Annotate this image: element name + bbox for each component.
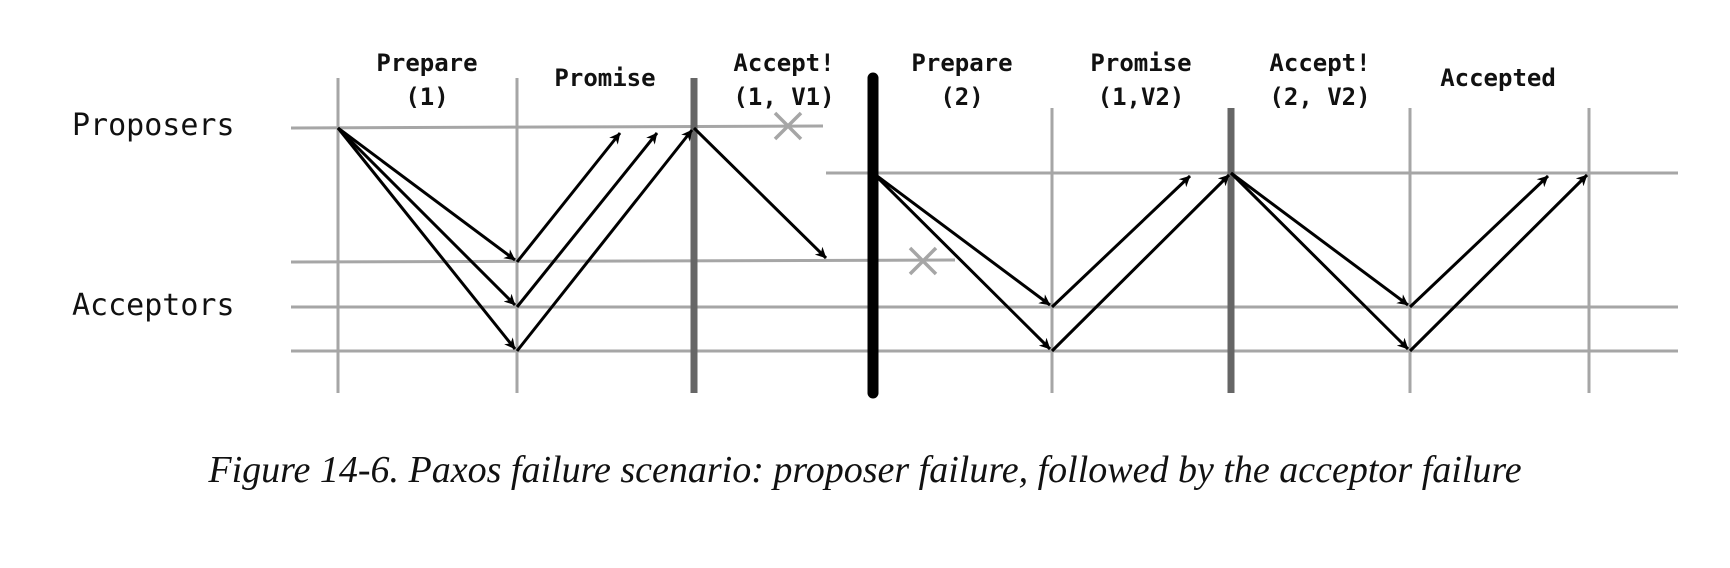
acceptor-failure-x-icon <box>908 246 938 276</box>
prepare-arrow <box>336 127 517 350</box>
accepted-arrow <box>1408 174 1550 309</box>
phase-label-prepare-2: Prepare <box>911 49 1012 77</box>
proposer-1-line <box>290 124 824 130</box>
phase-label-prepare-2-round: (2) <box>940 83 983 111</box>
prepare-arrow <box>871 171 1052 351</box>
proposers-label: Proposers <box>72 108 235 143</box>
phase-label-accept-2: Accept! <box>1269 49 1370 77</box>
phase-label-promise-1: Promise <box>554 64 655 92</box>
phase-label-accept-1-value: (1, V1) <box>733 83 834 111</box>
phase-label-accept-2-value: (2, V2) <box>1269 83 1370 111</box>
accept-arrow <box>1230 171 1409 307</box>
promise-arrow <box>1050 173 1231 353</box>
phase-label-promise-2-value: (1,V2) <box>1098 83 1185 111</box>
message-arrows <box>336 126 1589 353</box>
phase-label-promise-2: Promise <box>1090 49 1191 77</box>
time-lines <box>336 78 1591 393</box>
prepare-arrow <box>337 126 516 262</box>
phase-label-prepare-1-round: (1) <box>405 83 448 111</box>
prepare-arrow <box>336 126 517 307</box>
proposer-failure-x-icon <box>773 111 803 141</box>
acceptor-1-line <box>290 258 956 264</box>
promise-arrow <box>515 132 659 308</box>
phase-label-accepted: Accepted <box>1440 64 1556 92</box>
accept-arrow <box>1229 171 1410 351</box>
prepare-arrow <box>872 171 1051 307</box>
acceptors-label: Acceptors <box>72 288 235 323</box>
accept-arrow <box>692 126 828 260</box>
participant-lines <box>290 124 1678 353</box>
phase-label-prepare-1: Prepare <box>376 49 477 77</box>
paxos-diagram: Proposers Acceptors Prepare (1) Promise … <box>72 49 1678 399</box>
promise-arrow <box>1050 174 1192 309</box>
promise-arrow <box>515 132 622 263</box>
figure-caption: Figure 14-6. Paxos failure scenario: pro… <box>208 449 1522 491</box>
accepted-arrow <box>1408 173 1589 353</box>
promise-arrow <box>515 129 694 352</box>
phase-label-accept-1: Accept! <box>733 49 834 77</box>
